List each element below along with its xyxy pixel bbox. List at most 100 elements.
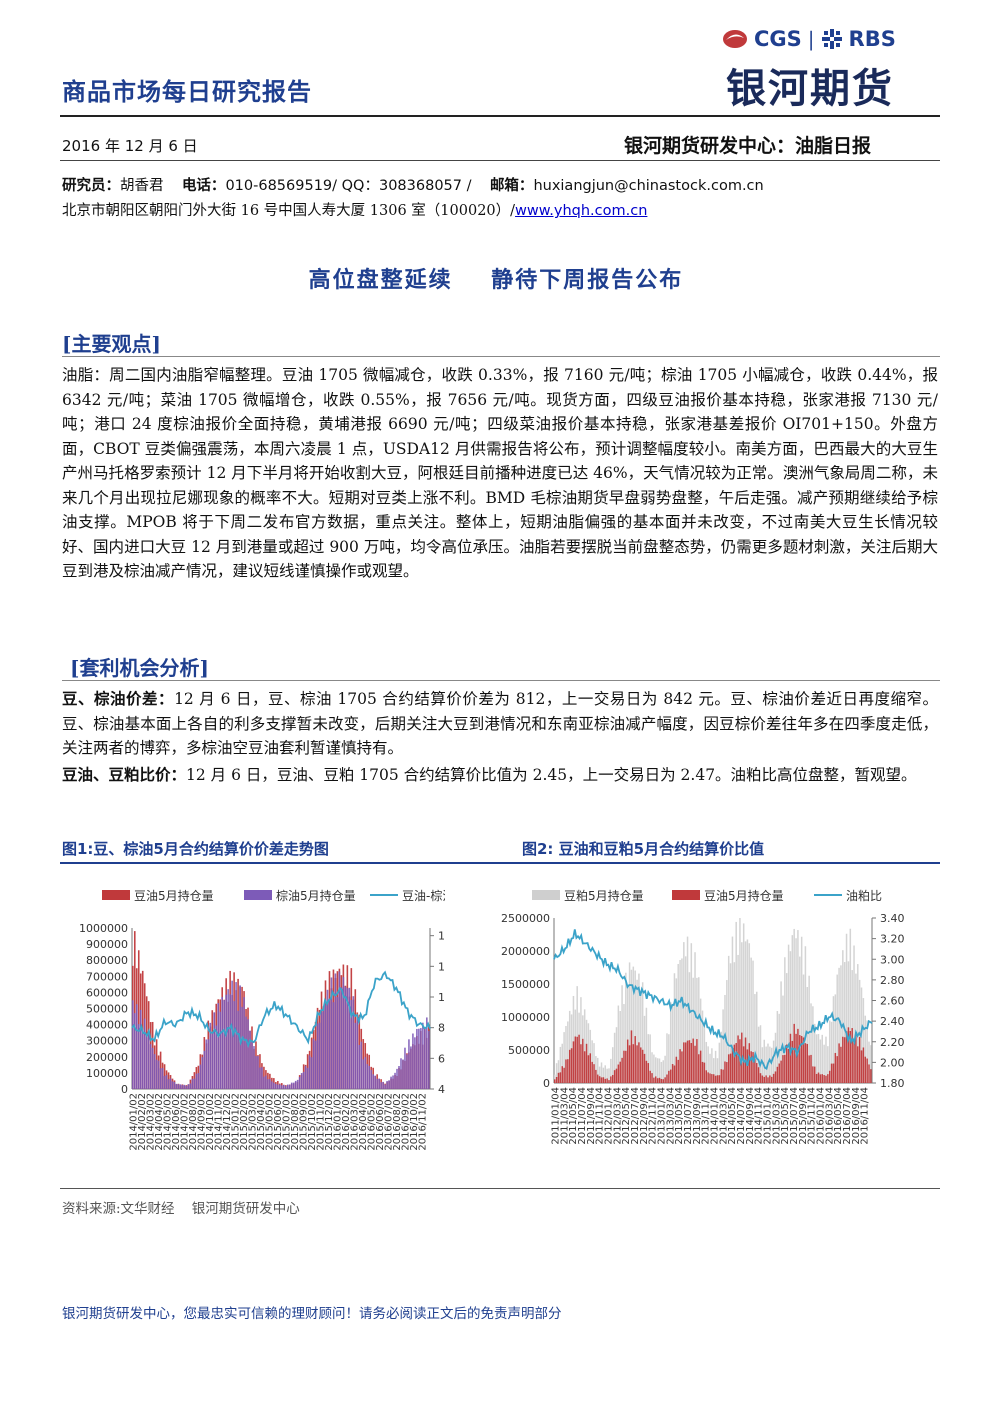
- bar-mark: [356, 1018, 359, 1089]
- y-right-tick-label: 2.00: [880, 1056, 905, 1069]
- bar-mark: [563, 1032, 565, 1083]
- y-right-tick-label: 2.80: [880, 974, 905, 987]
- bar-mark: [557, 1060, 560, 1083]
- bar-mark: [167, 1079, 170, 1089]
- y-left-tick-label: 900000: [86, 938, 128, 951]
- x-tick-label: 2015/07/02: [282, 1093, 293, 1151]
- bar-mark: [703, 1062, 706, 1083]
- bar-mark: [731, 936, 734, 1083]
- bar-mark: [318, 1022, 321, 1089]
- website-link[interactable]: www.yhqh.com.cn: [515, 203, 648, 219]
- bar-mark: [718, 1042, 721, 1083]
- bar-mark: [175, 1083, 178, 1089]
- x-tick-label: 2014/08/02: [188, 1093, 199, 1151]
- email-label: 邮箱：: [489, 177, 534, 194]
- spread-paragraph: 豆、棕油价差：12 月 6 日，豆、棕油 1705 合约结算价价差为 812，上…: [62, 687, 938, 761]
- spread-text: 12 月 6 日，豆、棕油 1705 合约结算价价差为 812，上一交易日为 8…: [62, 690, 938, 757]
- bar-mark: [698, 977, 700, 1083]
- bar-mark: [641, 982, 644, 1083]
- bar-mark: [845, 933, 848, 1083]
- bar-mark: [669, 1002, 672, 1083]
- bar-mark: [658, 1077, 661, 1083]
- email-value[interactable]: huxiangjun@chinastock.com.cn: [533, 178, 764, 194]
- bar-mark: [621, 1057, 623, 1083]
- bar-mark: [681, 1051, 683, 1083]
- bar-mark: [868, 1064, 870, 1083]
- bar-mark: [651, 1052, 653, 1083]
- bar-mark: [804, 1043, 807, 1083]
- bar-mark: [729, 963, 732, 1083]
- bar-mark: [561, 1066, 563, 1083]
- bar-mark: [628, 1045, 631, 1083]
- bar-mark: [643, 1053, 646, 1083]
- bar-mark: [261, 1067, 263, 1089]
- bar-mark: [587, 1023, 590, 1083]
- bar-mark: [671, 1064, 674, 1083]
- x-tick-label: 2015/07/04: [789, 1087, 800, 1145]
- bar-mark: [802, 1037, 805, 1083]
- x-tick-label: 2011/05/04: [568, 1087, 579, 1145]
- x-tick-label: 2014/07/04: [736, 1087, 747, 1145]
- x-tick-label: 2011/11/04: [595, 1087, 606, 1145]
- bar-mark: [814, 1066, 816, 1083]
- figure-caption-divider: [60, 862, 940, 864]
- y-right-tick-label: 1000: [438, 991, 445, 1004]
- bar-mark: [342, 977, 345, 1089]
- bar-mark: [595, 1069, 597, 1083]
- bar-mark: [737, 1035, 739, 1083]
- bar-mark: [292, 1082, 295, 1089]
- bar-mark: [555, 1063, 558, 1083]
- bar-mark: [671, 1004, 674, 1083]
- bar-mark: [197, 1073, 200, 1089]
- bar-mark: [388, 1080, 390, 1089]
- y-right-tick-label: 3.00: [880, 953, 905, 966]
- bar-mark: [656, 1078, 659, 1083]
- bar-mark: [772, 1073, 775, 1083]
- bar-mark: [828, 1070, 831, 1083]
- bar-mark: [279, 1084, 281, 1089]
- bar-mark: [628, 962, 631, 1083]
- bar-mark: [611, 1074, 614, 1083]
- x-tick-label: 2015/03/02: [247, 1093, 258, 1151]
- bar-mark: [621, 985, 623, 1083]
- bar-mark: [660, 1078, 663, 1083]
- bar-mark: [789, 951, 792, 1083]
- bar-mark: [842, 1036, 844, 1083]
- bar-mark: [227, 989, 229, 1089]
- bar-mark: [324, 1004, 327, 1089]
- x-tick-label: 2016/10/02: [409, 1093, 420, 1151]
- x-tick-label: 2014/12/02: [222, 1093, 233, 1151]
- bar-mark: [851, 970, 853, 1083]
- bar-mark: [153, 1054, 156, 1089]
- bar-mark: [344, 986, 347, 1089]
- bar-mark: [817, 1033, 820, 1083]
- legend-label: 棕油5月持仓量: [276, 888, 356, 903]
- bar-mark: [259, 1067, 261, 1089]
- legend-swatch: [244, 890, 272, 900]
- bar-mark: [310, 1057, 313, 1089]
- legend-label: 豆油-棕油: [402, 888, 445, 903]
- bar-mark: [306, 1067, 309, 1089]
- bar-mark: [610, 1076, 612, 1083]
- x-tick-label: 2012/05/04: [621, 1087, 632, 1145]
- bar-mark: [857, 1046, 859, 1083]
- bar-mark: [814, 1023, 816, 1083]
- bar-mark: [810, 1054, 812, 1083]
- x-tick-label: 2014/06/02: [171, 1093, 182, 1151]
- bar-mark: [269, 1079, 271, 1089]
- bar-mark: [583, 1009, 586, 1083]
- bar-mark: [688, 972, 691, 1083]
- bar-mark: [673, 973, 676, 1083]
- x-tick-label: 2016/03/02: [350, 1093, 361, 1151]
- bar-mark: [727, 1054, 730, 1083]
- bar-mark: [656, 1058, 659, 1083]
- bar-mark: [591, 1061, 593, 1083]
- bar-mark: [679, 1049, 681, 1083]
- bar-mark: [139, 1009, 142, 1089]
- bar-mark: [769, 1046, 771, 1083]
- x-tick-label: 2016/04/02: [358, 1093, 369, 1151]
- x-tick-label: 2015/06/02: [273, 1093, 284, 1151]
- bar-mark: [750, 1051, 752, 1083]
- bar-mark: [733, 962, 736, 1083]
- bar-mark: [843, 962, 846, 1083]
